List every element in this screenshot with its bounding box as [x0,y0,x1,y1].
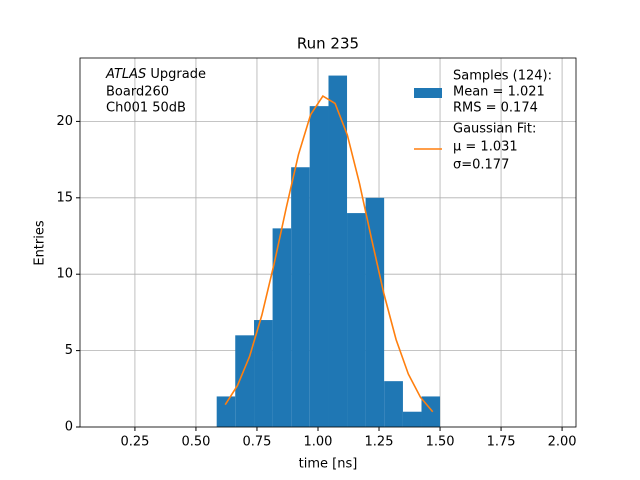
legend-label: μ = 1.031 [453,140,518,155]
bar [328,75,348,428]
legend-patch [414,88,442,98]
x-tick-label: 2.00 [548,435,577,450]
annotation: ATLAS Upgrade [105,67,206,82]
bar [365,197,385,427]
y-tick-label: 20 [56,114,73,129]
legend-label: RMS = 0.174 [453,101,538,116]
chart-title: Run 235 [297,35,359,53]
x-tick-label: 1.50 [426,435,455,450]
y-tick-label: 5 [65,343,73,358]
x-tick-label: 0.50 [181,435,210,450]
legend-label: Mean = 1.021 [453,85,545,100]
annotation: Ch001 50dB [106,101,186,116]
axes-frame [79,57,577,428]
legend-label: σ=0.177 [453,158,509,173]
fit-line [224,94,434,413]
bar [254,320,273,427]
x-tick-label: 0.25 [120,435,149,450]
x-tick-label: 1.75 [487,435,516,450]
y-tick-label: 10 [56,267,73,282]
y-tick-label: 0 [65,420,73,435]
y-tick-label: 15 [56,190,73,205]
x-tick-label: 1.00 [304,435,333,450]
annotation: Board260 [106,85,169,100]
annotation-emph: ATLAS [105,67,146,82]
x-tick-label: 1.25 [365,435,394,450]
bar [309,106,329,427]
legend-label: Gaussian Fit: [453,122,536,137]
x-tick-label: 0.75 [242,435,271,450]
bar [402,411,422,427]
bar [384,381,403,427]
bar [216,396,236,427]
bar [291,167,310,427]
bar [347,213,366,427]
bar [272,228,292,427]
x-axis-label: time [ns] [299,457,358,472]
legend-label: Samples (124): [453,69,552,84]
annotation-text: Upgrade [146,67,206,82]
y-axis-label: Entries [33,220,48,266]
